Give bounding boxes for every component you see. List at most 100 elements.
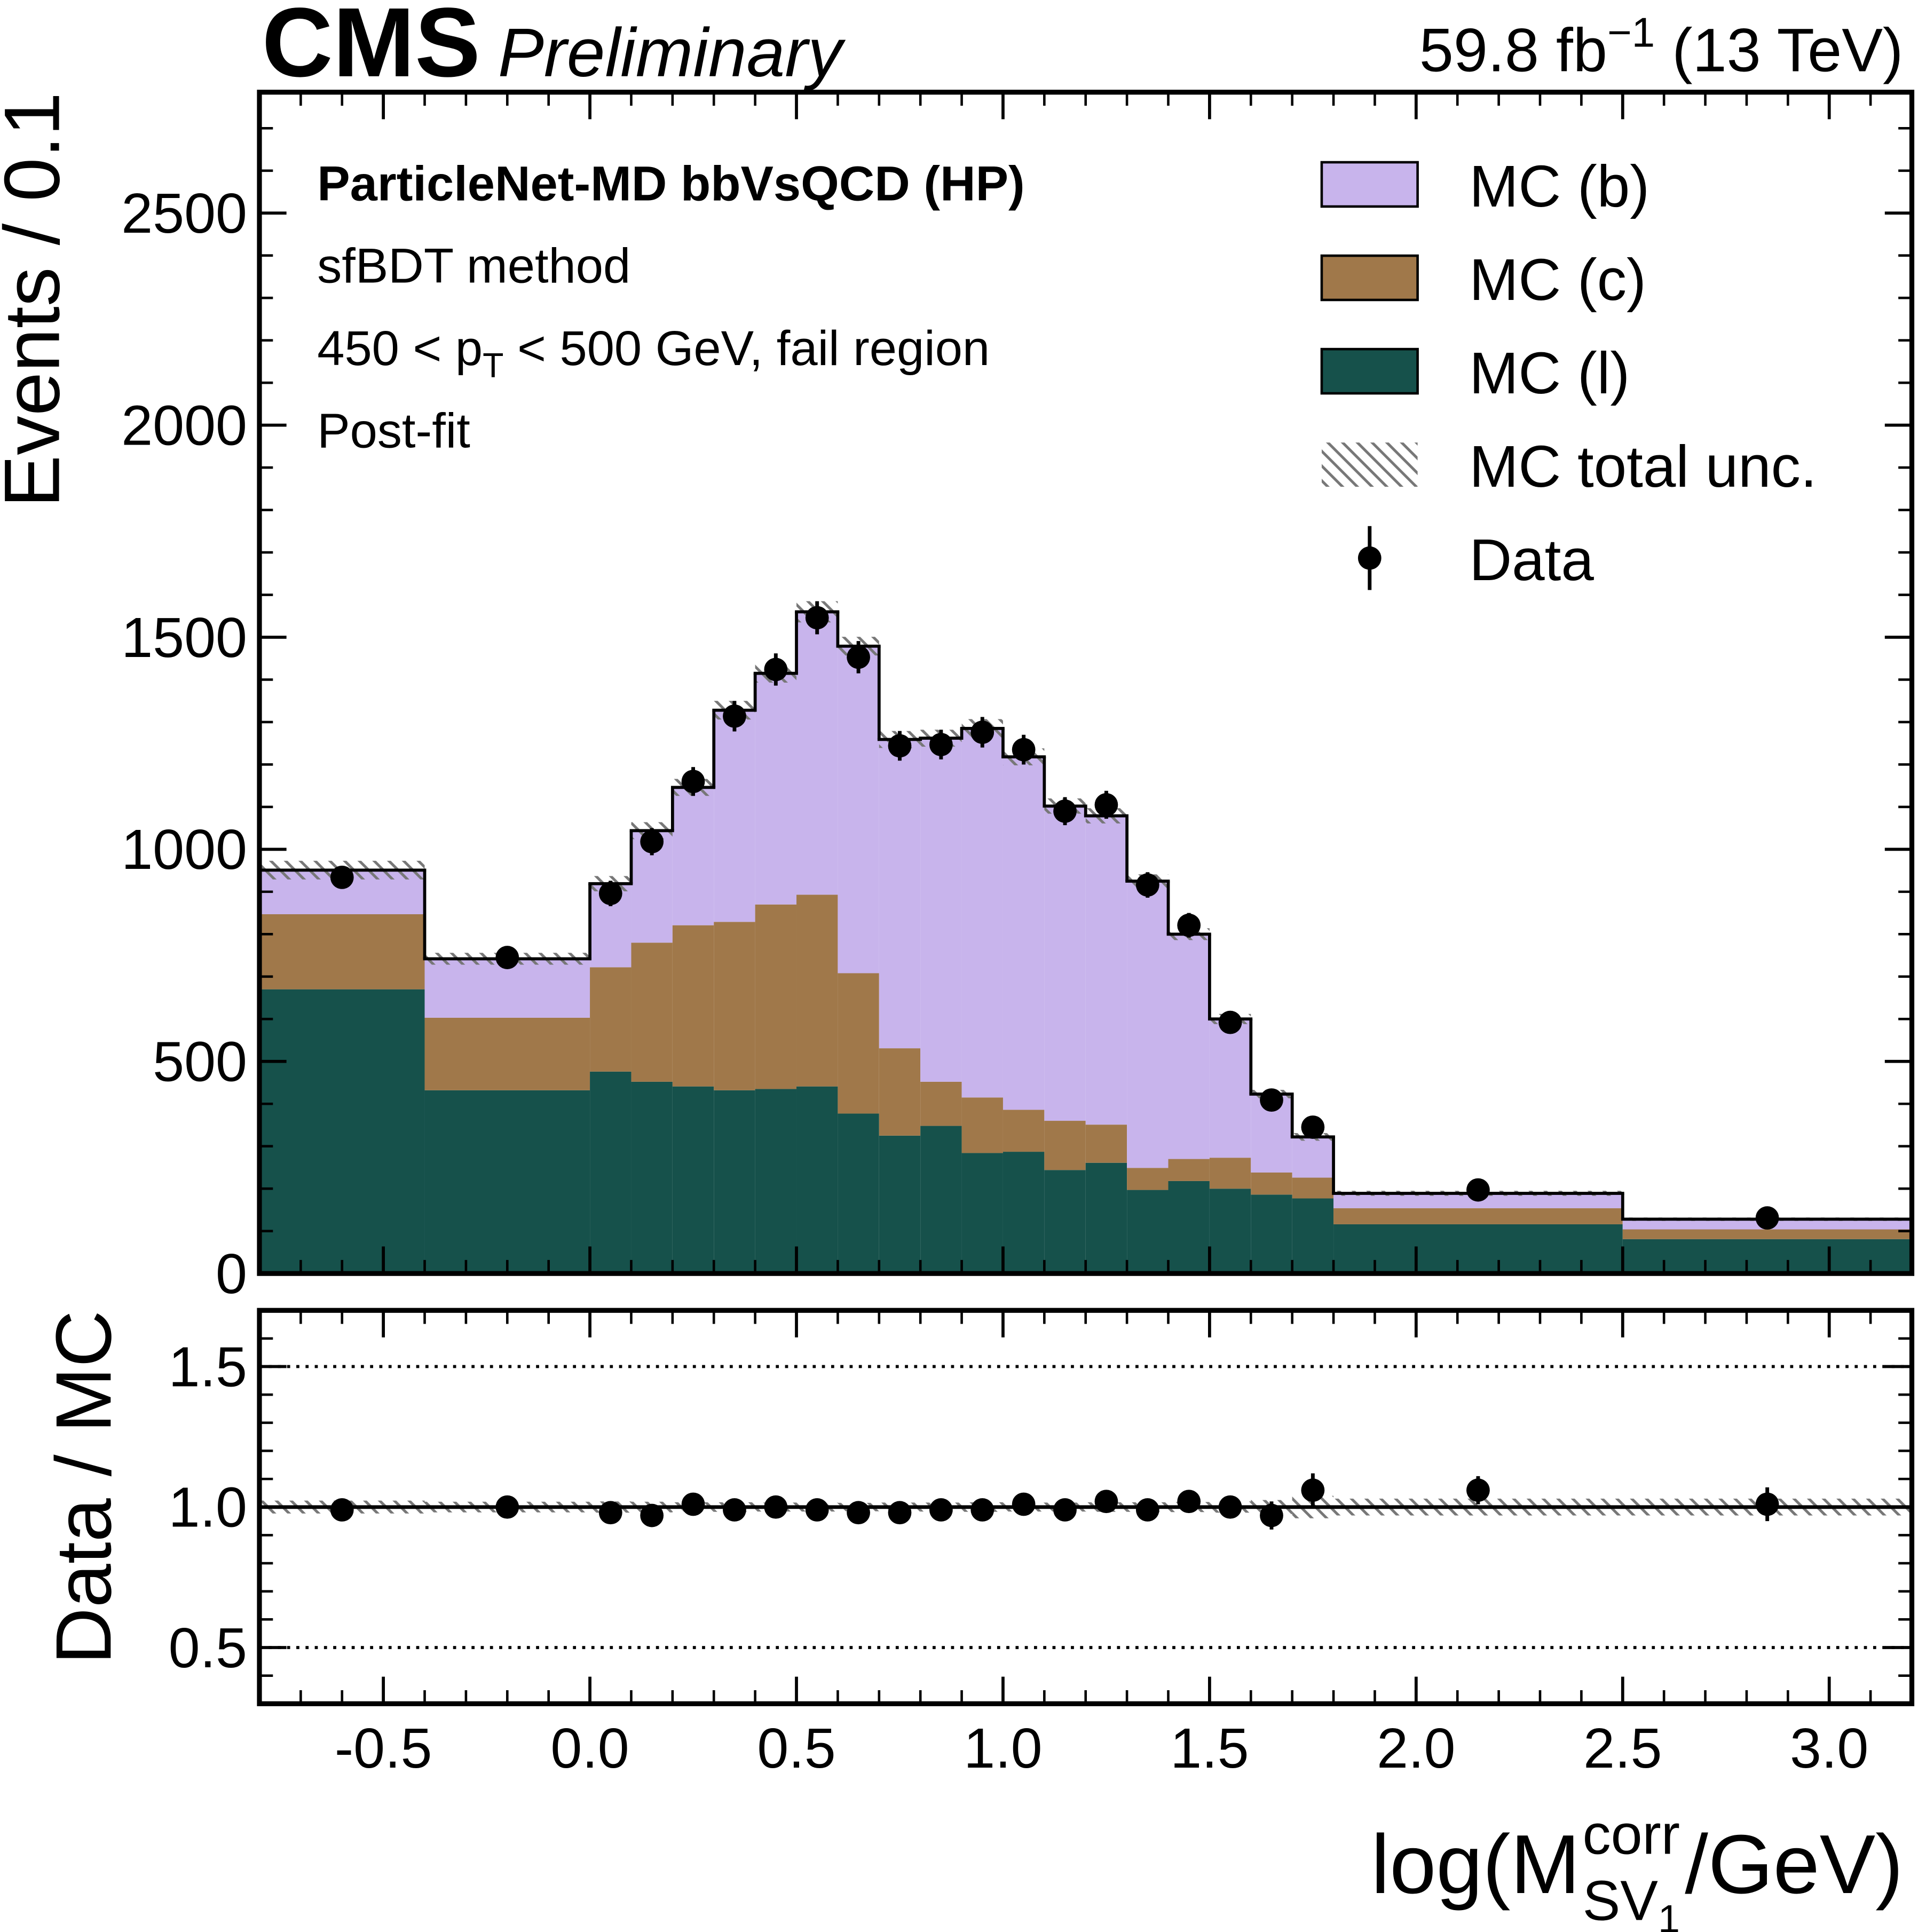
stack-segment [1168, 1181, 1210, 1274]
data-point [1218, 1010, 1242, 1034]
ratio-point [1094, 1490, 1118, 1514]
ratio-point [847, 1501, 870, 1525]
ratio-point [805, 1498, 829, 1522]
x-tick-label: 1.5 [1170, 1717, 1249, 1780]
stack-segment [1003, 757, 1045, 1110]
lumi-tail: (13 TeV) [1655, 17, 1903, 85]
stack-segment [879, 1135, 921, 1274]
y-tick-label: 500 [153, 1031, 247, 1094]
stack-segment [1085, 815, 1127, 1125]
stack-segment [755, 673, 797, 905]
stack-segment [1292, 1177, 1334, 1199]
stack-segment [1044, 1121, 1086, 1170]
stack-segment [1209, 1158, 1251, 1189]
stack-segment [1292, 1137, 1334, 1178]
ratio-point [1260, 1503, 1283, 1527]
stack-segment [714, 1090, 755, 1274]
stack-segment [755, 904, 797, 1089]
data-point [598, 882, 622, 905]
stack-segment [1333, 1208, 1623, 1224]
data-point [640, 830, 664, 853]
stack-segment [1003, 1152, 1045, 1274]
annotation: ParticleNet-MD bbVsQCD (HP) [317, 156, 1025, 211]
stack-segment [1333, 1224, 1623, 1274]
ratio-point [681, 1492, 705, 1516]
stack-segment [259, 989, 425, 1274]
data-point [847, 645, 870, 669]
data-point [1177, 913, 1201, 937]
stack-segment [1127, 1168, 1169, 1190]
stack-segment [424, 1090, 590, 1274]
stack-segment [838, 973, 879, 1114]
ratio-point [970, 1498, 994, 1522]
stack-segment [879, 1048, 921, 1136]
legend-swatch [1320, 161, 1419, 208]
ratio-point [929, 1498, 953, 1522]
y-tick-label: 0 [216, 1242, 247, 1305]
stack-segment [1044, 1170, 1086, 1274]
stack-segment [920, 1126, 962, 1274]
stack-segment [1209, 1019, 1251, 1158]
x-label-sub: SV [1583, 1870, 1659, 1932]
data-point [1260, 1088, 1283, 1112]
stack-segment [1003, 1110, 1045, 1152]
ratio-point [640, 1503, 664, 1527]
y-tick-label: 1000 [121, 818, 247, 881]
x-label-subsub: 1 [1658, 1897, 1680, 1932]
stack-segment [672, 1086, 714, 1274]
stack-segment [796, 612, 838, 895]
x-tick-label: 0.5 [757, 1717, 835, 1780]
stack-segment [672, 787, 714, 925]
x-label-sup: corr [1583, 1803, 1680, 1866]
stack-segment [920, 738, 962, 1082]
stack-segment [631, 943, 673, 1082]
stack-segment [1622, 1239, 1912, 1274]
lumi-label: 59.8 fb−1 (13 TeV) [1419, 9, 1904, 85]
annotation-tail: < 500 GeV, fail region [504, 321, 990, 376]
data-point [1012, 738, 1036, 762]
ratio-point [764, 1495, 788, 1519]
data-point [764, 658, 788, 682]
stack-segment [961, 1097, 1003, 1153]
ratio-point [723, 1498, 746, 1522]
ratio-point [1053, 1498, 1077, 1522]
cms-sublabel: Preliminary [498, 14, 846, 91]
stack-segment [879, 739, 921, 1049]
data-point [1053, 799, 1077, 823]
data-point [681, 770, 705, 794]
ratio-point [330, 1498, 354, 1522]
annotation-sub: T [483, 346, 503, 385]
data-point [1755, 1206, 1779, 1230]
data-point [929, 733, 953, 756]
data-point [495, 946, 519, 969]
ratio-point [1301, 1478, 1325, 1502]
data-point [1301, 1115, 1325, 1139]
stack-segment [714, 922, 755, 1090]
x-label-tail: /GeV) [1685, 1818, 1903, 1911]
data-point [330, 865, 354, 889]
stack-segment [961, 728, 1003, 1098]
stack-segment [1127, 1190, 1169, 1274]
annotation: sfBDT method [317, 239, 630, 294]
y-axis-label: Events / 0.1 [0, 92, 76, 508]
legend-label: MC (l) [1469, 341, 1630, 406]
data-point [1466, 1178, 1490, 1202]
y-tick-label: 1500 [121, 606, 247, 669]
stack-segment [1209, 1189, 1251, 1274]
stack-segment [714, 710, 755, 922]
stack-segment [590, 967, 632, 1072]
stack-segment [1085, 1125, 1127, 1163]
legend-label: MC (b) [1469, 154, 1649, 219]
x-tick-label: 0.0 [550, 1717, 629, 1780]
lumi-sup: −1 [1607, 9, 1655, 56]
stack-segment [259, 914, 425, 989]
stack-segment [1085, 1162, 1127, 1274]
ratio-point [1135, 1498, 1159, 1522]
data-point [1094, 793, 1118, 817]
legend-swatch [1320, 347, 1419, 395]
ratio-point [1218, 1495, 1242, 1519]
stack-segment [631, 1081, 673, 1274]
y-tick-label: 1.0 [169, 1476, 247, 1539]
